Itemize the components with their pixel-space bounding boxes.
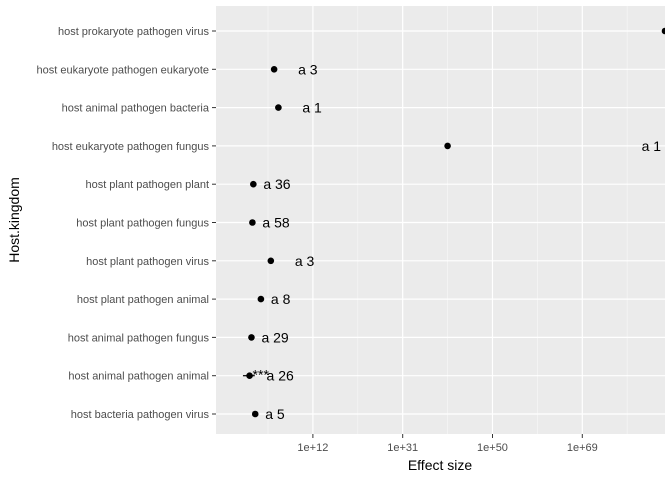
x-tick-label: 1e+12	[297, 442, 328, 454]
data-point	[250, 180, 257, 188]
data-point	[661, 27, 665, 35]
y-axis-ticks: host prokaryote pathogen virus host eukar…	[37, 26, 216, 421]
data-point	[270, 66, 278, 73]
point-label: a 58	[262, 215, 289, 231]
data-point	[444, 142, 451, 150]
point-label: a 29	[261, 329, 288, 345]
plot-panel	[216, 6, 665, 434]
x-axis-ticks: 1e+12 1e+31 1e+50 1e+69	[297, 434, 598, 454]
data-points: a 3 a 1 a 1 a 36 a 58 a 3 a 8 a 29 ***a 26 a 5	[242, 27, 665, 422]
point-label: a 1	[642, 138, 662, 154]
point-label: a 5	[265, 406, 285, 422]
significance-label: ***	[253, 367, 270, 383]
data-point	[257, 295, 265, 303]
minor-gridlines	[267, 6, 628, 434]
y-tick-label: host plant pathogen virus	[86, 256, 209, 268]
y-tick-label: host animal pathogen bacteria	[62, 103, 210, 115]
y-tick-label: host animal pathogen animal	[68, 371, 209, 383]
y-tick-label: host prokaryote pathogen virus	[58, 26, 210, 38]
data-point	[248, 334, 255, 341]
x-axis-title: Effect size	[408, 457, 473, 473]
point-label: a 8	[271, 291, 291, 307]
major-gridlines	[216, 6, 665, 434]
y-tick-label: host plant pathogen fungus	[76, 218, 209, 230]
data-point	[267, 257, 275, 265]
point-label: a 3	[295, 253, 315, 269]
point-label: a 1	[302, 100, 322, 116]
y-axis-title: Host.kingdom	[6, 177, 22, 263]
y-tick-label: host plant pathogen animal	[77, 294, 209, 306]
point-label: a 3	[298, 61, 318, 77]
data-point	[249, 219, 256, 226]
y-tick-label: host eukaryote pathogen fungus	[52, 141, 210, 153]
y-tick-label: host plant pathogen plant	[85, 179, 209, 191]
data-point	[246, 372, 253, 380]
x-tick-label: 1e+31	[387, 442, 418, 454]
point-label: a 26	[267, 368, 294, 384]
point-label: a 36	[263, 176, 290, 192]
data-point	[275, 104, 282, 111]
data-point	[251, 410, 259, 418]
x-tick-label: 1e+69	[567, 442, 598, 454]
y-tick-label: host eukaryote pathogen eukaryote	[37, 64, 209, 76]
y-tick-label: host bacteria pathogen virus	[71, 409, 210, 421]
x-tick-label: 1e+50	[477, 442, 508, 454]
y-tick-label: host animal pathogen fungus	[68, 332, 210, 344]
